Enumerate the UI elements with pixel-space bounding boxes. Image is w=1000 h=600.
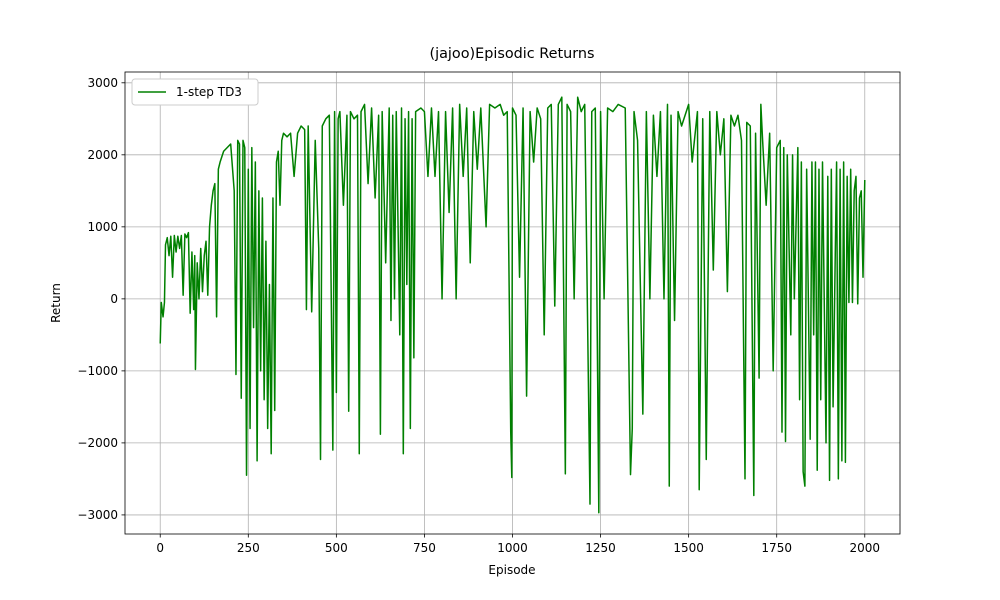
y-tick-label: 1000 (87, 220, 118, 234)
y-tick-label: 2000 (87, 148, 118, 162)
line-series (159, 96, 866, 514)
x-axis-label: Episode (488, 563, 535, 577)
y-tick-label: 0 (110, 292, 118, 306)
x-tick-label: 250 (237, 541, 260, 555)
y-tick-label: 3000 (87, 76, 118, 90)
x-tick-label: 500 (325, 541, 348, 555)
x-tick-label: 0 (156, 541, 164, 555)
y-tick-label: −1000 (77, 364, 118, 378)
y-tick-label: −3000 (77, 508, 118, 522)
x-tick-label: 1250 (585, 541, 616, 555)
x-tick-label: 1000 (497, 541, 528, 555)
legend-label: 1-step TD3 (176, 85, 242, 99)
x-tick-label: 750 (413, 541, 436, 555)
x-tick-label: 1500 (673, 541, 704, 555)
x-tick-label: 2000 (849, 541, 880, 555)
x-tick-label: 1750 (761, 541, 792, 555)
chart-title: (jajoo)Episodic Returns (429, 46, 594, 62)
y-axis-label: Return (49, 283, 63, 323)
y-tick-label: −2000 (77, 436, 118, 450)
plot-frame (124, 71, 901, 535)
legend-box (131, 78, 259, 106)
